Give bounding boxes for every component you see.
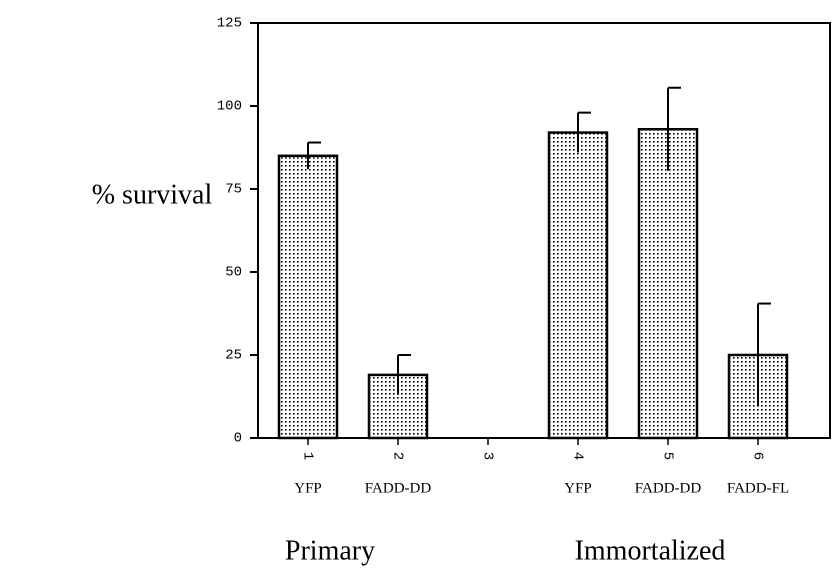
- category-label: FADD-FL: [727, 480, 789, 496]
- y-tick-label: 100: [217, 99, 242, 115]
- x-tick-label: 3: [479, 452, 495, 460]
- x-tick-label: 6: [749, 452, 765, 460]
- group-label: Primary: [285, 535, 375, 566]
- y-tick-label: 125: [217, 16, 242, 32]
- bar: [637, 127, 699, 440]
- x-tick-label: 4: [569, 452, 585, 460]
- bar: [277, 154, 339, 440]
- category-label: FADD-DD: [365, 480, 432, 496]
- group-label: Immortalized: [575, 535, 726, 566]
- bar: [547, 131, 609, 440]
- plot-frame: [257, 22, 831, 439]
- x-tick-label: 2: [389, 452, 405, 460]
- y-axis-label: % survival: [92, 179, 213, 210]
- x-tick-label: 1: [299, 452, 315, 460]
- category-label: YFP: [564, 480, 592, 496]
- category-label: FADD-DD: [635, 480, 702, 496]
- y-tick-label: 0: [234, 431, 242, 447]
- category-label: YFP: [294, 480, 322, 496]
- y-tick-label: 25: [225, 348, 242, 364]
- x-tick-label: 5: [659, 452, 675, 460]
- y-tick-label: 75: [225, 182, 242, 198]
- y-tick-label: 50: [225, 265, 242, 281]
